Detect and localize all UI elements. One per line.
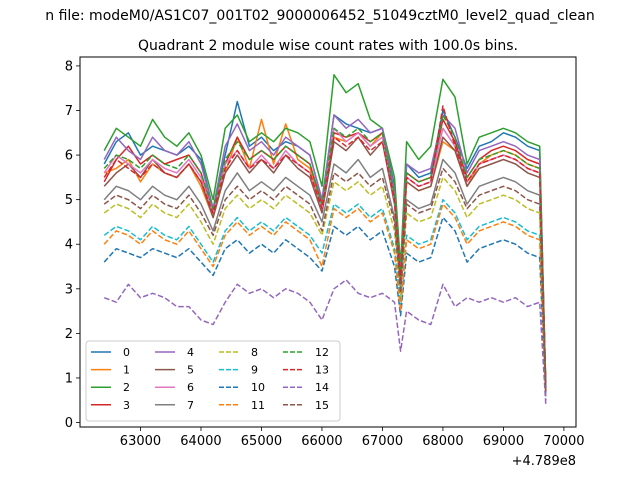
legend-label-3: 3 (123, 399, 130, 412)
y-tick-label: 2 (65, 327, 73, 342)
legend-label-8: 8 (251, 346, 258, 359)
series-line-15 (103, 167, 547, 392)
x-axis: 63000 64000 65000 66000 67000 68000 69000 70000 (120, 427, 585, 449)
series-line-10 (103, 216, 547, 401)
series-line-7 (103, 158, 547, 392)
legend-label-9: 9 (251, 364, 258, 377)
x-tick-label: 63000 (120, 434, 161, 449)
x-axis-offset-label: +4.789e8 (512, 454, 576, 469)
x-tick-label: 64000 (180, 434, 221, 449)
legend-box (85, 340, 341, 422)
legend-label-7: 7 (187, 399, 194, 412)
y-tick-label: 0 (65, 416, 73, 431)
y-tick-label: 7 (65, 104, 73, 119)
legend-label-10: 10 (251, 381, 265, 394)
y-axis: 0 1 2 3 4 5 6 7 8 (65, 59, 80, 431)
x-tick-label: 68000 (422, 434, 463, 449)
series-line-2 (103, 74, 547, 387)
series-line-4 (103, 114, 547, 387)
series-line-13 (103, 105, 547, 392)
plot-lines (103, 74, 547, 405)
x-tick-label: 69000 (483, 434, 524, 449)
legend-label-0: 0 (123, 346, 130, 359)
legend-label-12: 12 (315, 346, 329, 359)
legend-label-13: 13 (315, 364, 329, 377)
x-tick-label: 67000 (362, 434, 403, 449)
legend-label-4: 4 (187, 346, 194, 359)
legend-label-6: 6 (187, 381, 194, 394)
x-tick-label: 66000 (301, 434, 342, 449)
y-tick-label: 5 (65, 193, 73, 208)
legend-label-14: 14 (315, 381, 329, 394)
chart-title: Quadrant 2 module wise count rates with … (138, 38, 518, 54)
series-line-11 (103, 203, 547, 396)
legend-label-11: 11 (251, 399, 265, 412)
y-tick-label: 1 (65, 371, 73, 386)
plot-frame (79, 56, 577, 428)
figure-suptitle: n file: modeM0/AS1C07_001T02_9000006452_… (45, 8, 594, 24)
legend-label-15: 15 (315, 399, 329, 412)
y-tick-label: 3 (65, 282, 73, 297)
legend-label-5: 5 (187, 364, 194, 377)
y-tick-label: 4 (65, 238, 73, 253)
legend-label-2: 2 (123, 381, 130, 394)
x-tick-label: 65000 (241, 434, 282, 449)
series-line-12 (103, 114, 547, 387)
series-line-9 (103, 198, 547, 396)
legend-label-1: 1 (123, 364, 130, 377)
y-tick-label: 8 (65, 59, 73, 74)
x-tick-label: 70000 (543, 434, 584, 449)
series-line-14 (103, 279, 547, 405)
y-tick-label: 6 (65, 149, 73, 164)
series-line-8 (103, 176, 547, 396)
